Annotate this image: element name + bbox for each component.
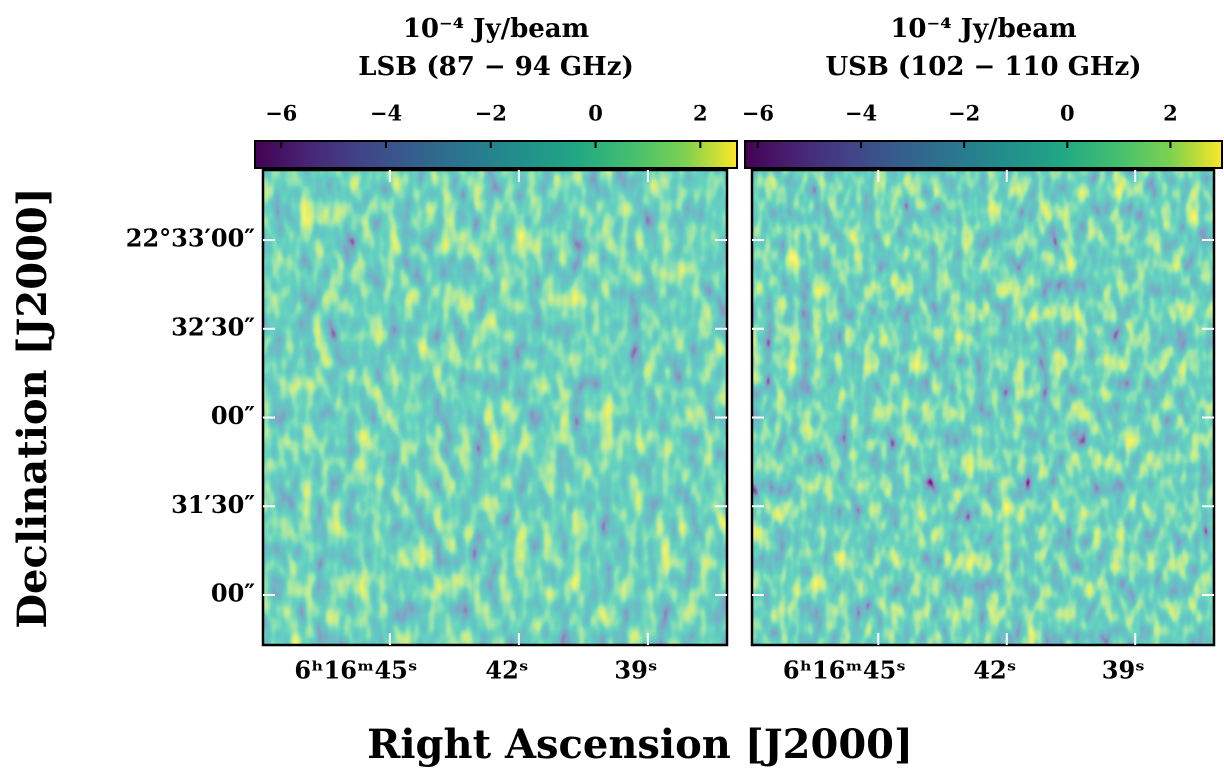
colorbar-tick-label: −4 (845, 101, 877, 126)
colorbar (254, 140, 738, 169)
x-tick-label: 42ˢ (973, 656, 1016, 685)
x-tick-label: 39ˢ (614, 656, 657, 685)
y-tick-label: 22°33′00″ (126, 224, 256, 253)
colorbar-tick-label: 0 (588, 101, 603, 126)
colorbar (744, 140, 1223, 169)
colorbar-label: LSB (87 − 94 GHz) (358, 52, 634, 82)
x-tick-label: 6ʰ16ᵐ45ˢ (294, 656, 417, 685)
colorbar-tick-label: 0 (1060, 101, 1075, 126)
colorbar-tick-label: 2 (1163, 101, 1178, 126)
y-tick-label: 00″ (211, 578, 255, 607)
colorbar-tick-label: 2 (693, 101, 708, 126)
colorbar-tick-label: −2 (948, 101, 980, 126)
y-axis-label: Declination [J2000] (9, 187, 56, 628)
colorbar-label: 10⁻⁴ Jy/beam (403, 14, 589, 44)
image (752, 170, 1214, 645)
colorbar-tick-label: −4 (370, 101, 402, 126)
colorbar-tick-label: −2 (475, 101, 507, 126)
y-tick-label: 32′30″ (171, 312, 255, 341)
colorbar-tick-label: −6 (742, 101, 774, 126)
plot-frame (261, 168, 729, 647)
x-tick-label: 39ˢ (1102, 656, 1145, 685)
colorbar-label: 10⁻⁴ Jy/beam (890, 14, 1076, 44)
x-tick-label: 42ˢ (485, 656, 528, 685)
y-tick-label: 00″ (211, 401, 255, 430)
colorbar-tick-label: −6 (265, 101, 297, 126)
image (263, 170, 727, 645)
plot-frame (750, 168, 1216, 647)
x-axis-label: Right Ascension [J2000] (367, 721, 913, 768)
x-tick-label: 6ʰ16ᵐ45ˢ (783, 656, 906, 685)
y-tick-label: 31′30″ (171, 490, 255, 519)
colorbar-label: USB (102 − 110 GHz) (825, 52, 1141, 82)
